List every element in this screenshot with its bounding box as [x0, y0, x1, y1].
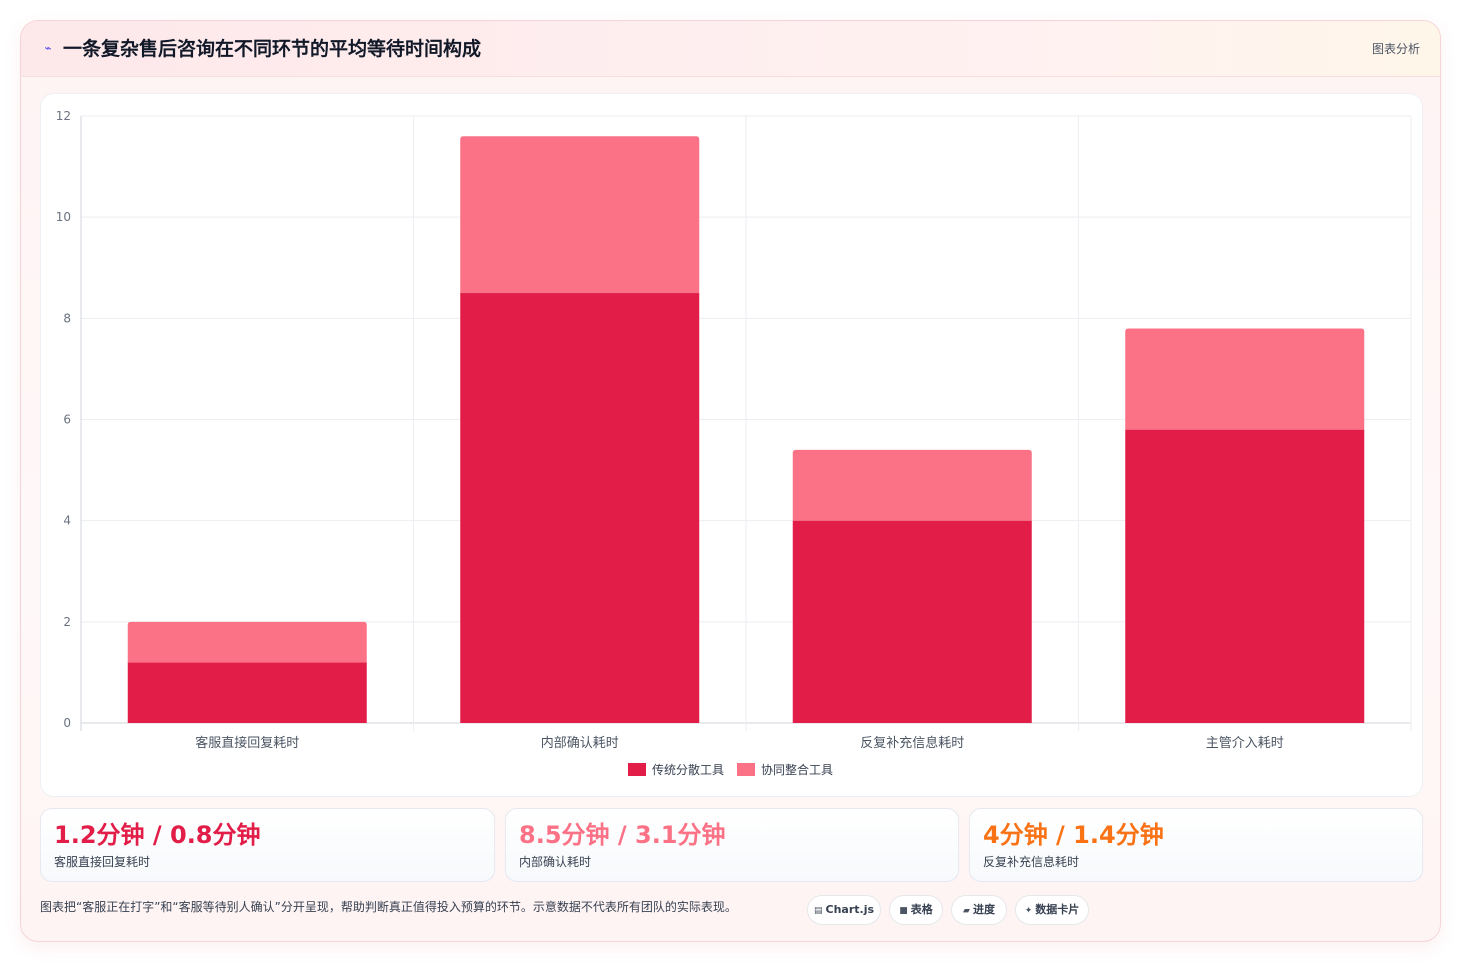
chip-progress[interactable]: ▰ 进度	[951, 895, 1007, 925]
chart-container: 0 2 4 6 8 10 12 客服直接回复耗时 内部确认耗时 反复补充信息耗时 主管介入耗时传统分…	[40, 93, 1423, 797]
x-tick-label: 主管介入耗时	[1206, 736, 1284, 751]
y-tick-label: 2	[63, 615, 71, 629]
bar-segment	[792, 449, 1032, 521]
stat-card-internal-confirm: 8.5分钟 / 3.1分钟 内部确认耗时	[505, 808, 959, 882]
stat-value: 4分钟 / 1.4分钟	[983, 821, 1164, 849]
card-header: ⌁ 一条复杂售后咨询在不同环节的平均等待时间构成 图表分析	[21, 21, 1440, 77]
y-tick-label: 4	[63, 514, 71, 528]
x-tick-label: 内部确认耗时	[541, 735, 619, 751]
stat-card-repeat-info: 4分钟 / 1.4分钟 反复补充信息耗时	[969, 808, 1423, 882]
x-tick-label: 反复补充信息耗时	[860, 735, 964, 751]
table-icon: ■	[899, 906, 908, 916]
page-title: 一条复杂售后咨询在不同环节的平均等待时间构成	[63, 38, 482, 60]
chart-card: ⌁ 一条复杂售后咨询在不同环节的平均等待时间构成 图表分析 0 2 4 6 8 10 12 客…	[20, 20, 1441, 942]
chip-label: Chart.js	[825, 903, 875, 916]
chip-table[interactable]: ■ 表格	[889, 895, 943, 925]
y-tick-label: 0	[63, 716, 71, 730]
bar-segment	[127, 621, 367, 663]
legend-swatch	[628, 763, 646, 776]
y-tick-label: 10	[56, 210, 71, 224]
bar-segment	[1125, 328, 1365, 430]
bar-segment	[460, 293, 700, 723]
stat-value: 1.2分钟 / 0.8分钟	[54, 821, 261, 849]
chip-label: 数据卡片	[1035, 903, 1080, 916]
chip-label: 表格	[910, 903, 933, 916]
stat-value: 8.5分钟 / 3.1分钟	[519, 821, 726, 849]
bar-segment	[1125, 429, 1365, 723]
chip-chartjs[interactable]: ▤ Chart.js	[807, 895, 881, 925]
bar-segment	[792, 520, 1032, 723]
y-tick-label: 8	[63, 311, 71, 325]
y-tick-label: 6	[63, 413, 71, 427]
sparkle-icon: ✦	[1024, 906, 1033, 916]
stat-label: 反复补充信息耗时	[983, 855, 1080, 869]
stat-label: 客服直接回复耗时	[54, 855, 151, 869]
chip-label: 进度	[972, 903, 995, 916]
chart-icon: ▤	[813, 906, 823, 916]
chip-data-card[interactable]: ✦ 数据卡片	[1015, 895, 1089, 925]
x-tick-label: 客服直接回复耗时	[195, 735, 299, 751]
lightning-icon: ⌁	[44, 41, 52, 55]
progress-icon: ▰	[963, 906, 970, 916]
chart-analysis-link[interactable]: 图表分析	[1371, 42, 1420, 56]
legend-swatch	[737, 763, 755, 776]
stat-label: 内部确认耗时	[519, 855, 592, 869]
bar-segment	[460, 136, 700, 294]
chart-footnote: 图表把“客服正在打字”和“客服等待别人确认”分开呈现，帮助判断真正值得投入预算的…	[40, 900, 737, 914]
bar-segment	[127, 662, 367, 723]
legend-label: 传统分散工具	[652, 762, 724, 777]
legend-label: 协同整合工具	[761, 762, 833, 777]
stat-card-direct-reply: 1.2分钟 / 0.8分钟 客服直接回复耗时	[40, 808, 495, 882]
stacked-bar-chart: 0 2 4 6 8 10 12 客服直接回复耗时 内部确认耗时 反复补充信息耗时 主管介入耗时传统分…	[56, 109, 1412, 777]
y-tick-label: 12	[56, 109, 71, 123]
